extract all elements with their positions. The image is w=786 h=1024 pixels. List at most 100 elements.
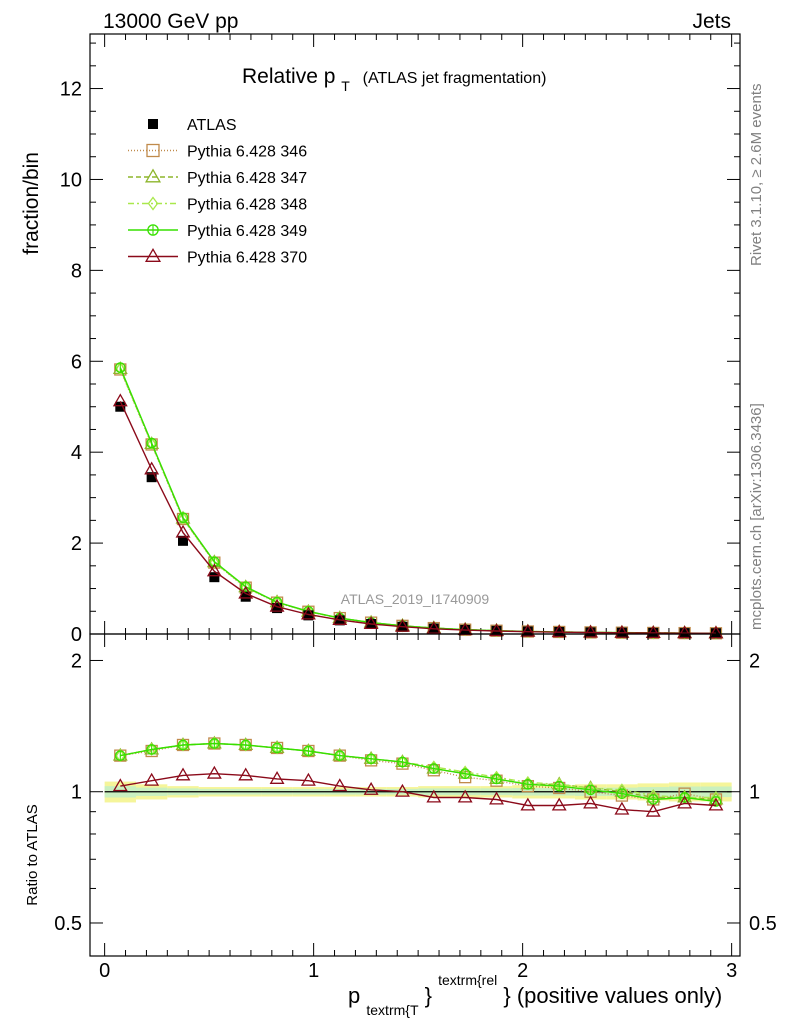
legend-label: Pythia 6.428 347 bbox=[187, 170, 307, 187]
legend-label: ATLAS bbox=[187, 117, 237, 134]
main-point bbox=[426, 620, 442, 634]
main-y-tick-label: 12 bbox=[60, 79, 82, 101]
rivet-label: Rivet 3.1.10, ≥ 2.6M events bbox=[748, 84, 765, 267]
main-y-tick-label: 4 bbox=[71, 442, 82, 464]
main-point bbox=[303, 610, 314, 621]
legend-marker bbox=[144, 247, 162, 262]
main-point bbox=[332, 612, 348, 625]
ratio-point bbox=[144, 772, 160, 786]
ratio-point bbox=[365, 753, 377, 765]
ratio-point bbox=[303, 745, 314, 757]
ratio-point bbox=[269, 771, 285, 784]
ratio-y-tick-label: 1 bbox=[71, 782, 82, 804]
main-point bbox=[178, 535, 189, 546]
ratio-point bbox=[206, 765, 222, 779]
main-point bbox=[645, 625, 661, 639]
x-ticks: 0 1 2 3 bbox=[99, 634, 737, 982]
main-point bbox=[209, 572, 220, 583]
ratio-point bbox=[366, 752, 377, 766]
main-y-tick-label: 2 bbox=[71, 533, 82, 555]
chart-title: Relative p T (ATLAS jet fragmentation) bbox=[242, 65, 546, 96]
x-label-sup: textrm{rel bbox=[438, 972, 497, 988]
ratio-point bbox=[491, 773, 502, 785]
main-point bbox=[209, 555, 220, 569]
ratio-point bbox=[112, 778, 128, 792]
x-tick-label: 3 bbox=[726, 960, 737, 982]
ratio-point bbox=[583, 795, 599, 809]
ratio-y-tick-label-right: 1 bbox=[749, 782, 760, 804]
ratio-y-tick-label-right: 2 bbox=[749, 650, 760, 672]
x-tick-label: 1 bbox=[308, 960, 319, 982]
main-point bbox=[269, 598, 285, 612]
main-point bbox=[300, 606, 316, 620]
title-main: Relative p bbox=[242, 65, 335, 88]
ratio-point bbox=[300, 772, 316, 786]
ratio-point bbox=[175, 767, 191, 781]
mcplots-label: mcplots.cern.ch [arXiv:1306.3436] bbox=[748, 403, 765, 630]
ratio-point bbox=[114, 750, 126, 761]
ratio-point bbox=[272, 741, 282, 755]
ratio-point bbox=[303, 744, 314, 758]
main-series bbox=[112, 361, 724, 640]
main-y-tick-label: 10 bbox=[60, 169, 82, 191]
watermark: ATLAS_2019_I1740909 bbox=[341, 591, 490, 607]
legend-label: Pythia 6.428 370 bbox=[187, 250, 307, 267]
ratio-point bbox=[397, 756, 408, 768]
main-y-axis-label: fraction/bin bbox=[20, 152, 43, 255]
x-tick-label: 0 bbox=[99, 960, 110, 982]
x-tick-label: 2 bbox=[517, 960, 528, 982]
main-point bbox=[583, 624, 599, 638]
ratio-series bbox=[112, 735, 724, 817]
main-point bbox=[363, 616, 379, 630]
ratio-frame bbox=[89, 633, 741, 957]
ratio-point bbox=[146, 742, 157, 757]
legend-label: Pythia 6.428 346 bbox=[187, 144, 307, 161]
ratio-point bbox=[553, 780, 565, 792]
main-point bbox=[146, 437, 157, 449]
ratio-point bbox=[209, 738, 220, 749]
main-point bbox=[395, 618, 410, 632]
title-paren: (ATLAS jet fragmentation) bbox=[363, 70, 547, 87]
x-label-sub: textrm{T bbox=[366, 1002, 419, 1018]
ratio-y-tick-label: 0.5 bbox=[54, 913, 82, 935]
ratio-point bbox=[178, 738, 188, 752]
legend-marker bbox=[144, 168, 162, 183]
ratio-point bbox=[457, 789, 473, 803]
legend-label: Pythia 6.428 348 bbox=[187, 197, 307, 214]
main-point bbox=[708, 625, 724, 639]
main-point bbox=[177, 512, 189, 523]
legend-marker bbox=[147, 224, 159, 236]
main-point bbox=[114, 362, 126, 373]
ratio-point bbox=[520, 797, 536, 811]
main-point bbox=[112, 393, 128, 407]
main-y-tick-label: 6 bbox=[71, 351, 82, 373]
ratio-point bbox=[334, 749, 345, 763]
ratio-point bbox=[585, 784, 596, 796]
main-point bbox=[520, 623, 536, 637]
main-panel: 0 2 4 6 8 10 12 ATLAS_2019_I1740909 fraction/b… bbox=[20, 33, 741, 646]
main-point bbox=[489, 623, 504, 637]
ratio-point bbox=[240, 739, 252, 751]
ratio-point bbox=[616, 788, 628, 799]
ratio-point bbox=[677, 795, 693, 809]
main-y-tick-label: 0 bbox=[71, 624, 82, 646]
ratio-y-ticks: 0.5 0.5 1 1 2 2 bbox=[54, 650, 777, 935]
ratio-y-tick-label-right: 0.5 bbox=[749, 913, 777, 935]
main-point bbox=[238, 585, 254, 599]
main-point bbox=[677, 625, 693, 639]
ratio-point bbox=[209, 736, 220, 751]
ratio-point bbox=[271, 742, 283, 754]
ratio-y-tick-label: 2 bbox=[71, 650, 82, 672]
main-point bbox=[551, 624, 567, 638]
x-label-tail: } (positive values only) bbox=[503, 983, 722, 1008]
ratio-point bbox=[522, 778, 534, 790]
main-point bbox=[115, 401, 126, 412]
ratio-point bbox=[334, 750, 346, 761]
ratio-point bbox=[332, 778, 348, 792]
energy-label: 13000 GeV pp bbox=[103, 10, 238, 33]
main-point bbox=[146, 436, 157, 451]
ratio-point bbox=[395, 783, 410, 797]
legend-marker bbox=[148, 119, 158, 129]
legend-marker bbox=[147, 196, 159, 211]
main-point bbox=[178, 511, 188, 525]
